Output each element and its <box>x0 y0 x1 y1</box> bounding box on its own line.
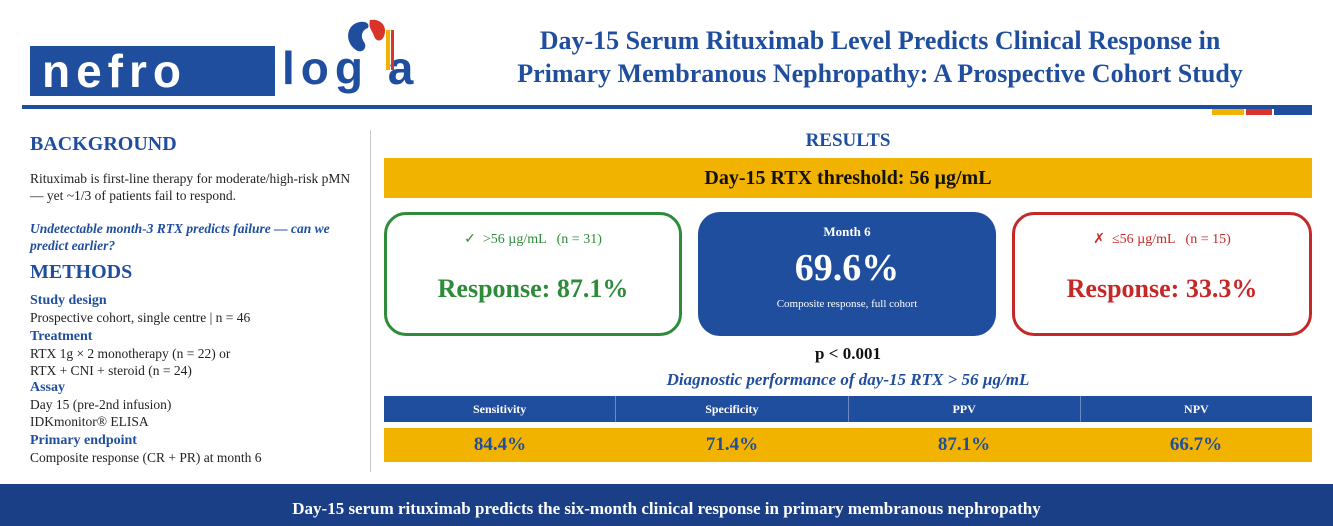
high-group-threshold: >56 µg/mL (n = 31) <box>482 232 602 247</box>
low-group-label: ✗ ≤56 µg/mL (n = 15) <box>1015 231 1309 248</box>
low-group-response: Response: 33.3% <box>1066 274 1258 303</box>
overall-response-card: Month 6 69.6% Composite response, full c… <box>698 212 996 336</box>
table-value-row: 84.4% 71.4% 87.1% 66.7% <box>384 428 1312 462</box>
p-value: p < 0.001 <box>815 344 881 363</box>
header-rule <box>22 105 1312 109</box>
header-npv: NPV <box>1184 402 1209 416</box>
background-text: Rituximab is first-line therapy for mode… <box>30 171 351 203</box>
method-label: Study design <box>30 293 107 308</box>
results-heading: RESULTS <box>805 130 891 151</box>
rule-accent-red <box>1246 109 1272 115</box>
table-header-row: Sensitivity Specificity PPV NPV <box>384 396 1312 422</box>
column-divider <box>370 130 371 472</box>
diagnostic-heading: Diagnostic performance of day-15 RTX > 5… <box>666 370 1030 389</box>
threshold-banner: Day-15 RTX threshold: 56 µg/mL <box>384 158 1312 198</box>
rule-accent-blue <box>1274 109 1312 115</box>
footer-banner: Day-15 serum rituximab predicts the six-… <box>0 484 1333 526</box>
header-sensitivity: Sensitivity <box>384 396 617 422</box>
method-item: Treatment RTX 1g × 2 monotherapy (n = 22… <box>30 328 365 379</box>
method-label: Assay <box>30 380 66 395</box>
method-item: Study design Prospective cohort, single … <box>30 292 365 326</box>
method-line: Day 15 (pre-2nd infusion) <box>30 397 172 412</box>
value-specificity: 71.4% <box>705 434 759 455</box>
overall-caption: Composite response, full cohort <box>776 298 918 310</box>
diagnostic-table: Sensitivity Specificity PPV NPV 84.4% 71… <box>384 396 1312 462</box>
method-item: Primary endpoint Composite response (CR … <box>30 432 365 466</box>
research-question: Undetectable month-3 RTX predicts failur… <box>30 221 330 253</box>
kidney-logo-icon <box>348 19 394 70</box>
left-column: BACKGROUND Rituximab is first-line thera… <box>30 130 365 466</box>
high-group-card: ✓ >56 µg/mL (n = 31) Response: 87.1% <box>384 212 682 336</box>
method-line: Prospective cohort, single centre | n = … <box>30 310 251 325</box>
overall-value: 69.6% <box>794 247 900 289</box>
header: nefro log a Day-15 Serum Rituximab Level… <box>0 0 1333 115</box>
method-line: RTX 1g × 2 monotherapy (n = 22) or <box>30 346 231 361</box>
low-group-card: ✗ ≤56 µg/mL (n = 15) Response: 33.3% <box>1012 212 1312 336</box>
value-sensitivity: 84.4% <box>473 434 527 455</box>
journal-logo: nefro log a <box>30 16 430 96</box>
method-label: Treatment <box>30 329 93 344</box>
page-title: Day-15 Serum Rituximab Level Predicts Cl… <box>440 24 1320 90</box>
method-line: RTX + CNI + steroid (n = 24) <box>30 363 192 378</box>
header-ppv: PPV <box>849 396 1081 422</box>
background-heading: BACKGROUND <box>30 133 177 155</box>
logo-box-text: nefro <box>30 46 275 96</box>
check-icon: ✓ <box>464 232 476 247</box>
method-line: Composite response (CR + PR) at month 6 <box>30 450 262 465</box>
title-line-2: Primary Membranous Nephropathy: A Prospe… <box>517 59 1243 88</box>
method-line: IDKmonitor® ELISA <box>30 414 149 429</box>
method-item: Assay Day 15 (pre-2nd infusion) IDKmonit… <box>30 379 365 430</box>
high-group-label: ✓ >56 µg/mL (n = 31) <box>387 231 679 248</box>
header-specificity: Specificity <box>616 396 849 422</box>
overall-label: Month 6 <box>823 224 871 239</box>
value-ppv: 87.1% <box>937 434 991 455</box>
high-group-response: Response: 87.1% <box>437 274 629 303</box>
methods-heading: METHODS <box>30 261 133 283</box>
low-group-threshold: ≤56 µg/mL (n = 15) <box>1111 232 1231 247</box>
cross-icon: ✗ <box>1093 232 1105 247</box>
title-line-1: Day-15 Serum Rituximab Level Predicts Cl… <box>539 26 1221 55</box>
rule-accent-yellow <box>1212 109 1244 115</box>
method-label: Primary endpoint <box>30 433 137 448</box>
value-npv: 66.7% <box>1169 434 1223 455</box>
